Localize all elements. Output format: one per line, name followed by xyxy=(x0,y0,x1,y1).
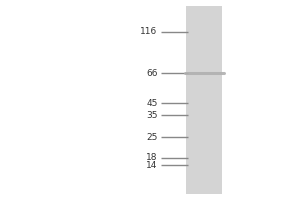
Text: 14: 14 xyxy=(146,160,158,170)
Bar xyxy=(186,6,222,194)
Text: 66: 66 xyxy=(146,68,158,77)
Text: 25: 25 xyxy=(146,132,158,142)
Text: 116: 116 xyxy=(140,27,158,36)
Text: 45: 45 xyxy=(146,98,158,108)
Text: 18: 18 xyxy=(146,154,158,162)
Text: 35: 35 xyxy=(146,110,158,119)
